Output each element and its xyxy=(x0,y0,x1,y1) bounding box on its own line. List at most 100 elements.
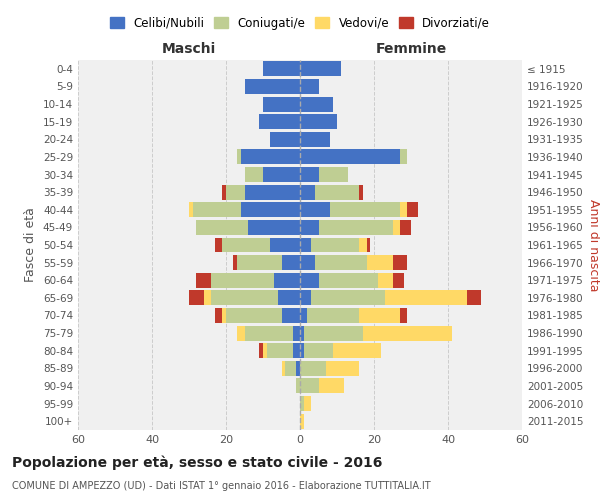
Bar xyxy=(204,290,211,306)
Bar xyxy=(300,132,329,147)
Bar xyxy=(300,361,326,376)
Bar xyxy=(300,150,400,164)
Bar xyxy=(300,414,304,428)
Bar xyxy=(237,255,281,270)
Bar xyxy=(215,308,223,323)
Bar xyxy=(334,343,382,358)
Bar xyxy=(392,220,400,235)
Text: COMUNE DI AMPEZZO (UD) - Dati ISTAT 1° gennaio 2016 - Elaborazione TUTTITALIA.IT: COMUNE DI AMPEZZO (UD) - Dati ISTAT 1° g… xyxy=(12,481,431,491)
Bar xyxy=(392,272,404,287)
Bar xyxy=(319,378,344,394)
Bar xyxy=(311,290,385,306)
Bar xyxy=(467,290,481,306)
Bar xyxy=(363,326,452,340)
Bar xyxy=(400,220,411,235)
Bar xyxy=(263,96,300,112)
Bar xyxy=(263,167,300,182)
Bar xyxy=(300,114,337,129)
Bar xyxy=(319,272,378,287)
Bar xyxy=(367,238,370,252)
Bar xyxy=(300,96,334,112)
Bar xyxy=(319,167,348,182)
Bar xyxy=(278,290,300,306)
Bar xyxy=(359,184,363,200)
Bar xyxy=(226,308,281,323)
Bar xyxy=(281,308,300,323)
Bar xyxy=(300,167,319,182)
Bar xyxy=(196,272,211,287)
Bar xyxy=(319,220,392,235)
Bar xyxy=(211,272,274,287)
Legend: Celibi/Nubili, Coniugati/e, Vedovi/e, Divorziati/e: Celibi/Nubili, Coniugati/e, Vedovi/e, Di… xyxy=(105,12,495,34)
Bar xyxy=(293,343,300,358)
Bar xyxy=(285,361,296,376)
Bar xyxy=(245,326,293,340)
Bar xyxy=(226,184,245,200)
Bar xyxy=(315,184,359,200)
Bar xyxy=(215,238,223,252)
Bar xyxy=(245,79,300,94)
Bar xyxy=(400,308,407,323)
Bar xyxy=(300,62,341,76)
Bar xyxy=(237,150,241,164)
Bar xyxy=(271,238,300,252)
Bar xyxy=(296,378,300,394)
Bar xyxy=(300,308,307,323)
Bar xyxy=(400,150,407,164)
Bar xyxy=(300,396,304,411)
Bar xyxy=(400,202,407,217)
Bar xyxy=(326,361,359,376)
Bar xyxy=(241,202,300,217)
Bar xyxy=(223,308,226,323)
Bar xyxy=(300,343,304,358)
Bar xyxy=(304,396,311,411)
Bar xyxy=(223,184,226,200)
Bar xyxy=(259,114,300,129)
Bar xyxy=(222,238,271,252)
Bar xyxy=(300,326,304,340)
Bar xyxy=(329,202,400,217)
Bar xyxy=(300,202,329,217)
Bar xyxy=(274,272,300,287)
Bar xyxy=(367,255,392,270)
Bar xyxy=(193,202,241,217)
Bar xyxy=(300,184,315,200)
Bar xyxy=(300,255,315,270)
Text: Maschi: Maschi xyxy=(162,42,216,56)
Bar xyxy=(304,326,363,340)
Bar xyxy=(281,255,300,270)
Bar xyxy=(293,326,300,340)
Bar xyxy=(263,62,300,76)
Bar xyxy=(359,238,367,252)
Bar xyxy=(300,79,319,94)
Bar xyxy=(300,220,319,235)
Bar xyxy=(189,202,193,217)
Bar xyxy=(271,132,300,147)
Bar xyxy=(304,343,334,358)
Bar xyxy=(259,343,263,358)
Bar xyxy=(300,238,311,252)
Bar xyxy=(245,167,263,182)
Bar xyxy=(300,272,319,287)
Bar xyxy=(315,255,367,270)
Bar xyxy=(296,361,300,376)
Bar xyxy=(392,255,407,270)
Bar xyxy=(189,290,204,306)
Bar xyxy=(300,290,311,306)
Bar xyxy=(263,343,266,358)
Bar xyxy=(385,290,467,306)
Bar xyxy=(267,343,293,358)
Y-axis label: Anni di nascita: Anni di nascita xyxy=(587,198,600,291)
Bar xyxy=(378,272,392,287)
Bar xyxy=(233,255,237,270)
Text: Popolazione per età, sesso e stato civile - 2016: Popolazione per età, sesso e stato civil… xyxy=(12,456,382,470)
Y-axis label: Fasce di età: Fasce di età xyxy=(25,208,37,282)
Text: Femmine: Femmine xyxy=(376,42,446,56)
Bar xyxy=(281,361,285,376)
Bar xyxy=(245,184,300,200)
Bar xyxy=(359,308,400,323)
Bar xyxy=(407,202,418,217)
Bar xyxy=(196,220,248,235)
Bar xyxy=(300,378,319,394)
Bar xyxy=(311,238,359,252)
